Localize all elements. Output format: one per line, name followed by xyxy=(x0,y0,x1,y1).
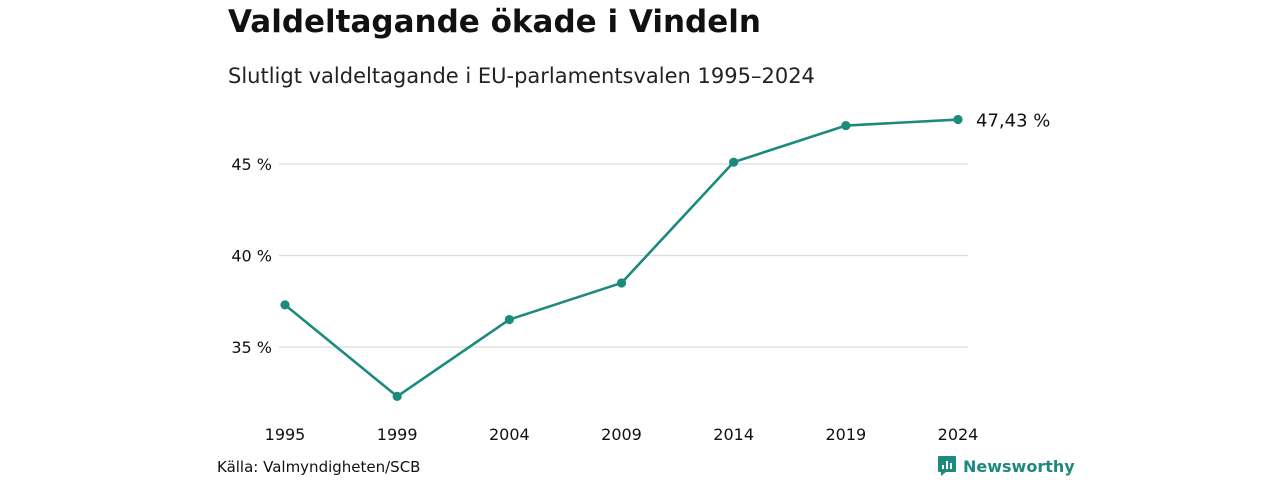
x-tick-label: 2024 xyxy=(938,425,979,444)
data-point xyxy=(392,391,402,402)
x-tick-label: 1999 xyxy=(377,425,418,444)
series-line xyxy=(284,118,959,398)
data-point xyxy=(504,314,514,325)
gridlines xyxy=(279,163,968,348)
y-tick-label: 45 % xyxy=(231,155,272,174)
newsworthy-logo-icon xyxy=(938,456,956,476)
data-point xyxy=(841,120,851,131)
y-tick-label: 40 % xyxy=(231,247,272,266)
source-note: Källa: Valmyndigheten/SCB xyxy=(217,458,421,476)
x-tick-label: 2014 xyxy=(713,425,754,444)
x-tick-label: 2009 xyxy=(601,425,642,444)
x-axis-ticks: 1995 1999 2004 2009 2014 2019 2024 xyxy=(265,425,979,444)
data-labels: 47,43 % xyxy=(976,111,1050,132)
data-point xyxy=(616,278,627,288)
chart-subtitle: Slutligt valdeltagande i EU-parlamentsva… xyxy=(228,64,815,88)
end-value-label: 47,43 % xyxy=(976,111,1050,132)
y-tick-label: 35 % xyxy=(231,338,272,357)
data-point xyxy=(953,114,963,125)
x-tick-label: 2004 xyxy=(489,425,530,444)
series-group xyxy=(280,114,963,402)
brand-logo: Newsworthy xyxy=(937,455,1075,477)
y-axis-ticks: 35 % 40 % 45 % xyxy=(231,155,272,357)
data-point xyxy=(729,157,739,167)
data-point xyxy=(280,300,290,310)
chart-title: Valdeltagande ökade i Vindeln xyxy=(228,4,761,40)
x-tick-label: 2019 xyxy=(825,425,866,444)
x-tick-label: 1995 xyxy=(265,425,306,444)
brand-name: Newsworthy xyxy=(963,456,1075,476)
